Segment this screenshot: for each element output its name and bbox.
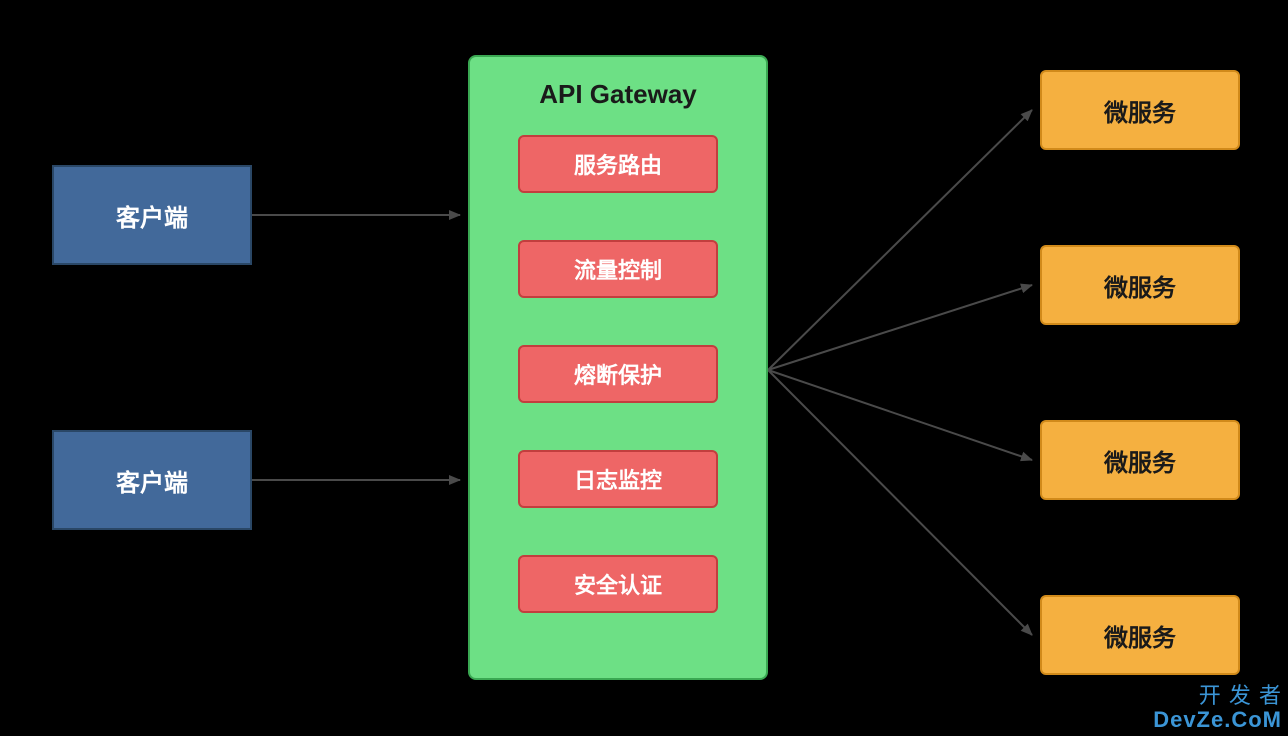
microservice-box-1: 微服务 <box>1040 70 1240 150</box>
arrow-gateway-to-service-3 <box>768 370 1032 460</box>
watermark-line2: DevZe.CoM <box>1153 708 1282 732</box>
arrow-gateway-to-service-2 <box>768 285 1032 370</box>
gateway-feature-2: 流量控制 <box>518 240 718 298</box>
gateway-feature-4: 日志监控 <box>518 450 718 508</box>
gateway-feature-label: 日志监控 <box>574 463 662 495</box>
watermark-line1: 开 发 者 <box>1153 684 1282 708</box>
microservice-box-4: 微服务 <box>1040 595 1240 675</box>
gateway-feature-1: 服务路由 <box>518 135 718 193</box>
microservice-label: 微服务 <box>1104 443 1176 478</box>
gateway-feature-label: 流量控制 <box>574 253 662 285</box>
microservice-box-3: 微服务 <box>1040 420 1240 500</box>
gateway-feature-3: 熔断保护 <box>518 345 718 403</box>
microservice-label: 微服务 <box>1104 618 1176 653</box>
client-label: 客户端 <box>116 463 188 498</box>
gateway-feature-5: 安全认证 <box>518 555 718 613</box>
microservice-label: 微服务 <box>1104 93 1176 128</box>
client-box-2: 客户端 <box>52 430 252 530</box>
client-box-1: 客户端 <box>52 165 252 265</box>
watermark: 开 发 者 DevZe.CoM <box>1153 684 1282 732</box>
gateway-feature-label: 服务路由 <box>574 148 662 180</box>
client-label: 客户端 <box>116 198 188 233</box>
arrow-gateway-to-service-1 <box>768 110 1032 370</box>
arrow-gateway-to-service-4 <box>768 370 1032 635</box>
microservice-box-2: 微服务 <box>1040 245 1240 325</box>
microservice-label: 微服务 <box>1104 268 1176 303</box>
api-gateway-title: API Gateway <box>470 79 766 110</box>
gateway-feature-label: 安全认证 <box>574 568 662 600</box>
gateway-feature-label: 熔断保护 <box>574 358 662 390</box>
